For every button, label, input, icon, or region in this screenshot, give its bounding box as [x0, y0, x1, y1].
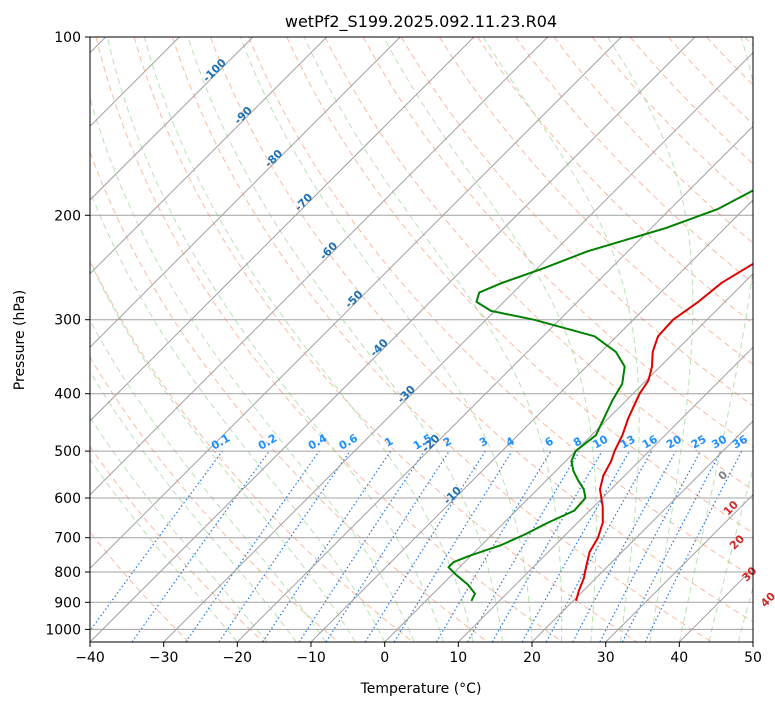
isotherm-line [90, 37, 254, 201]
temperature-profile [575, 262, 753, 602]
isotherm-line [90, 37, 401, 349]
chart-title: wetPf2_S199.2025.092.11.23.R04 [285, 12, 557, 32]
isotherm-line [531, 420, 753, 642]
plot-frame [89, 36, 754, 643]
dry-adiabat [171, 37, 712, 642]
grid-lines [90, 37, 753, 642]
dry-adiabat [553, 37, 753, 244]
y-tick-label: 800 [54, 565, 81, 581]
profile-lines [447, 189, 753, 602]
dry-adiabat [90, 259, 414, 642]
mixing-ratio-line [325, 450, 450, 642]
x-tick-label: −40 [75, 650, 105, 666]
mixing-ratio-line [298, 450, 425, 642]
dry-adiabat [90, 150, 488, 642]
y-tick-label: 700 [54, 531, 81, 547]
mixing-ratio-line [545, 450, 653, 642]
y-tick-label: 500 [54, 444, 81, 460]
y-tick-label: 1000 [45, 622, 81, 638]
dry-adiabat [438, 37, 753, 365]
dewpoint-profile [447, 189, 753, 602]
moist-adiabat [303, 37, 563, 642]
x-tick-label: 30 [597, 650, 615, 666]
y-axis: 100 200 300 400 500 600 700 800 900 1000 [45, 30, 90, 638]
y-tick-label: 600 [54, 491, 81, 507]
isotherm-line [384, 272, 753, 642]
moist-adiabat [90, 319, 327, 642]
x-axis-label: Temperature (°C) [360, 681, 482, 697]
moist-adiabat [143, 37, 474, 642]
x-tick-label: 40 [670, 650, 688, 666]
dry-adiabat [95, 37, 563, 642]
moist-adiabat [106, 37, 445, 642]
x-tick-label: −20 [223, 650, 253, 666]
mixing-ratio-line [644, 450, 743, 642]
moist-adiabat [239, 37, 533, 642]
x-tick-label: 50 [744, 650, 762, 666]
dry-adiabat [90, 445, 264, 642]
moist-adiabat [90, 458, 238, 642]
isotherm-line [236, 125, 753, 642]
moist-adiabat [482, 37, 640, 642]
mixing-ratio-line [521, 450, 631, 642]
mixing-ratio-line [572, 450, 677, 642]
x-tick-label: 0 [380, 650, 389, 666]
dry-adiabat [400, 37, 753, 407]
dry-adiabat [210, 37, 753, 623]
moist-adiabat [187, 37, 503, 642]
isotherm-line [90, 37, 475, 422]
isotherm-line [310, 199, 753, 642]
y-tick-label: 200 [54, 208, 81, 224]
x-tick-label: −30 [149, 650, 179, 666]
mixing-ratio-line [185, 450, 320, 642]
moist-adiabat [737, 585, 753, 642]
mixing-ratio-line [218, 450, 351, 642]
isotherm-line [90, 37, 622, 570]
moist-adiabat [708, 466, 753, 642]
y-axis-label: Pressure (hPa) [12, 290, 28, 390]
isotherm-line [605, 493, 753, 642]
y-tick-label: 400 [54, 387, 81, 403]
moist-adiabat [90, 370, 297, 642]
mixing-ratio-line [90, 450, 223, 632]
moist-adiabat [607, 37, 694, 642]
moist-adiabat [90, 260, 356, 642]
x-tick-label: −10 [296, 650, 326, 666]
y-tick-label: 900 [54, 595, 81, 611]
isotherm-line [90, 37, 328, 275]
moist-adiabat [678, 37, 753, 642]
moist-adiabat [90, 189, 386, 642]
isotherm-line [90, 37, 696, 642]
isotherm-line [163, 51, 753, 642]
mixing-ratio-line [393, 450, 513, 642]
dry-adiabat [515, 37, 753, 284]
mixing-ratio-line [262, 450, 392, 642]
x-tick-label: 20 [523, 650, 541, 666]
dry-adiabat [286, 37, 753, 534]
x-tick-label: 10 [449, 650, 467, 666]
y-tick-label: 100 [54, 30, 81, 46]
x-axis: −40 −30 −20 −10 0 10 20 30 40 50 [75, 642, 762, 666]
isotherm-line [457, 346, 753, 642]
y-tick-label: 300 [54, 313, 81, 329]
isotherm-line [90, 37, 549, 496]
dry-adiabat [90, 531, 190, 642]
moist-adiabat [383, 37, 597, 642]
moist-adiabat [90, 416, 268, 642]
mixing-ratio-line [131, 450, 270, 642]
